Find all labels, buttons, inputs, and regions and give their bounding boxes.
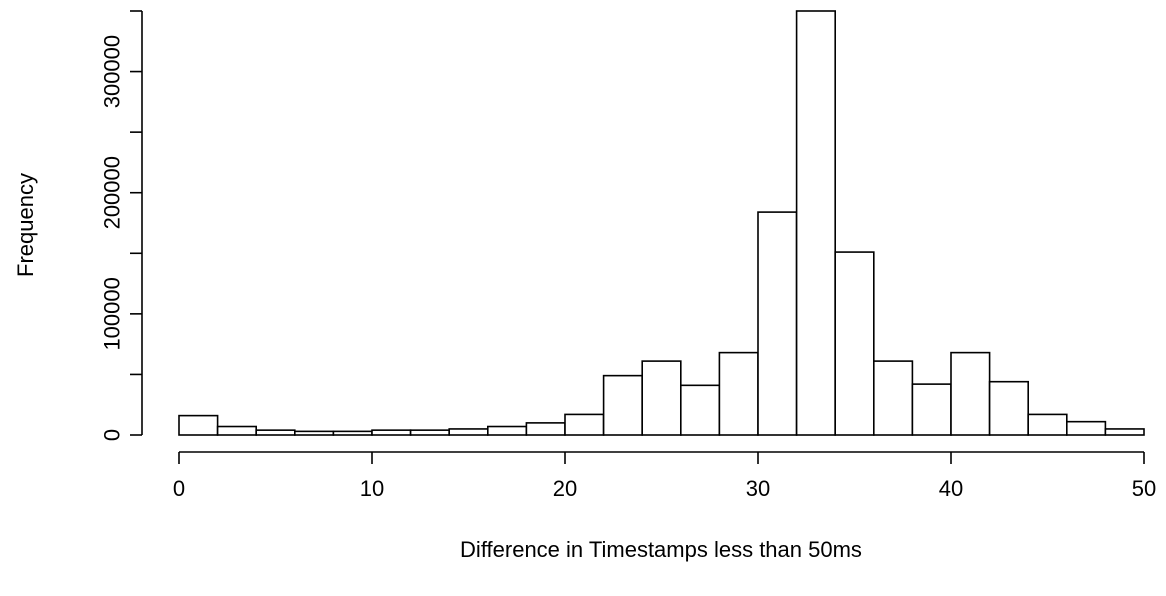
x-tick-label: 0 — [173, 476, 185, 501]
histogram-bar — [872, 360, 914, 436]
histogram-bar — [795, 10, 836, 436]
histogram-bar — [1027, 413, 1068, 436]
histogram-bar — [448, 428, 489, 436]
histogram-bar — [1104, 428, 1145, 436]
histogram-bar — [216, 425, 258, 436]
histogram-bar — [409, 429, 451, 436]
histogram-bar — [178, 414, 219, 436]
y-tick-label: 0 — [100, 429, 125, 441]
x-tick-label: 20 — [553, 476, 577, 501]
bars-layer — [178, 10, 1145, 436]
histogram-bar — [988, 380, 1029, 436]
histogram-bar — [834, 251, 875, 436]
histogram-bar — [679, 384, 721, 436]
histogram-bar — [757, 211, 798, 436]
histogram-bar — [525, 422, 566, 436]
x-axis-title: Difference in Timestamps less than 50ms — [460, 537, 862, 562]
x-tick-label: 30 — [746, 476, 770, 501]
y-tick-label: 100000 — [100, 277, 125, 350]
histogram-bar — [255, 429, 296, 436]
histogram-bar — [332, 430, 373, 436]
histogram-bar — [293, 430, 335, 436]
histogram-bar — [371, 429, 412, 436]
y-axis: 0 100000 200000 300000 — [100, 10, 143, 441]
x-tick-label: 50 — [1132, 476, 1156, 501]
histogram-bar — [1066, 420, 1107, 436]
histogram-bar — [911, 383, 952, 436]
x-tick-label: 40 — [939, 476, 963, 501]
histogram-bar — [486, 425, 528, 436]
y-axis-title: Frequency — [13, 173, 38, 277]
histogram-bar — [641, 360, 682, 436]
histogram-bar — [950, 351, 991, 436]
y-tick-label: 300000 — [100, 35, 125, 108]
histogram-bar — [718, 351, 759, 436]
x-tick-label: 10 — [360, 476, 384, 501]
x-axis: 0 10 20 30 40 50 — [173, 451, 1156, 501]
histogram-bar — [602, 374, 643, 436]
y-tick-label: 200000 — [100, 156, 125, 229]
histogram-bar — [564, 413, 605, 436]
